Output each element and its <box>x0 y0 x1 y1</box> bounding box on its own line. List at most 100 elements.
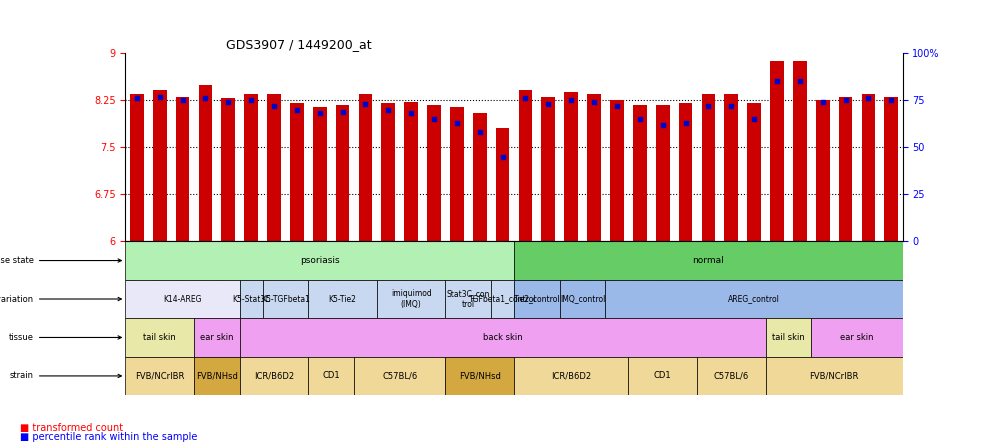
Point <box>699 103 715 110</box>
Text: imiquimod
(IMQ): imiquimod (IMQ) <box>391 289 431 309</box>
Point <box>540 100 556 107</box>
Text: strain: strain <box>10 372 121 381</box>
Bar <box>518 90 532 242</box>
Text: ICR/B6D2: ICR/B6D2 <box>254 372 294 381</box>
Bar <box>152 90 166 242</box>
FancyBboxPatch shape <box>193 357 239 395</box>
Text: genotype/variation: genotype/variation <box>0 294 121 304</box>
FancyBboxPatch shape <box>193 318 239 357</box>
Point <box>449 119 465 127</box>
FancyBboxPatch shape <box>445 280 491 318</box>
FancyBboxPatch shape <box>377 280 445 318</box>
Point <box>266 103 282 110</box>
Bar <box>746 103 761 242</box>
Point <box>769 78 785 85</box>
Text: Stat3C_con
trol: Stat3C_con trol <box>446 289 490 309</box>
FancyBboxPatch shape <box>811 318 902 357</box>
Bar <box>404 102 418 242</box>
Text: CD1: CD1 <box>653 372 670 381</box>
Text: FVB/NHsd: FVB/NHsd <box>458 372 500 381</box>
Bar <box>678 103 691 242</box>
Point <box>197 95 213 102</box>
Point <box>745 115 762 123</box>
Point <box>517 95 533 102</box>
FancyBboxPatch shape <box>627 357 696 395</box>
Point <box>312 110 328 117</box>
Bar <box>815 100 829 242</box>
FancyBboxPatch shape <box>559 280 605 318</box>
Bar <box>198 85 212 242</box>
Bar <box>861 94 875 242</box>
Text: CD1: CD1 <box>322 372 340 381</box>
Bar <box>495 128 509 242</box>
Point <box>791 78 807 85</box>
Point <box>860 95 876 102</box>
FancyBboxPatch shape <box>605 280 902 318</box>
FancyBboxPatch shape <box>696 357 765 395</box>
Bar <box>290 103 304 242</box>
Bar <box>609 100 623 242</box>
Point <box>814 99 830 106</box>
Text: IMQ_control: IMQ_control <box>559 294 605 304</box>
Point <box>585 99 601 106</box>
Text: K5-TGFbeta1: K5-TGFbeta1 <box>261 294 310 304</box>
Text: K5-Stat3C: K5-Stat3C <box>231 294 271 304</box>
Point <box>722 103 738 110</box>
FancyBboxPatch shape <box>239 280 263 318</box>
FancyBboxPatch shape <box>308 280 377 318</box>
Text: back skin: back skin <box>482 333 522 342</box>
Point <box>562 97 578 104</box>
FancyBboxPatch shape <box>125 318 193 357</box>
Text: ear skin: ear skin <box>840 333 873 342</box>
Bar <box>175 97 189 242</box>
Bar <box>723 94 737 242</box>
Bar <box>472 113 486 242</box>
Text: C57BL/6: C57BL/6 <box>712 372 748 381</box>
Text: K5-Tie2: K5-Tie2 <box>329 294 356 304</box>
Point <box>174 97 190 104</box>
Bar <box>884 97 897 242</box>
FancyBboxPatch shape <box>491 280 513 318</box>
Bar <box>130 94 143 242</box>
Bar <box>793 61 806 242</box>
Text: ICR/B6D2: ICR/B6D2 <box>550 372 590 381</box>
FancyBboxPatch shape <box>354 357 445 395</box>
Text: AREG_control: AREG_control <box>727 294 780 304</box>
Point <box>151 93 167 100</box>
Bar <box>564 92 577 242</box>
Bar <box>359 94 372 242</box>
Text: ■ transformed count: ■ transformed count <box>20 423 123 433</box>
Point <box>220 99 236 106</box>
Point <box>335 108 351 115</box>
FancyBboxPatch shape <box>239 357 308 395</box>
Point <box>403 110 419 117</box>
Point <box>357 100 373 107</box>
Text: tail skin: tail skin <box>143 333 176 342</box>
Text: psoriasis: psoriasis <box>300 256 340 265</box>
Point <box>242 97 259 104</box>
Text: K14-AREG: K14-AREG <box>163 294 201 304</box>
FancyBboxPatch shape <box>125 242 513 280</box>
Point <box>631 115 647 123</box>
Text: TGFbeta1_control: TGFbeta1_control <box>468 294 536 304</box>
Text: Tie2_control: Tie2_control <box>513 294 560 304</box>
Text: ■ percentile rank within the sample: ■ percentile rank within the sample <box>20 432 197 442</box>
Point <box>380 106 396 113</box>
Point <box>883 97 899 104</box>
Point <box>676 119 692 127</box>
Point <box>471 129 487 136</box>
Bar <box>655 105 669 242</box>
Bar <box>244 94 258 242</box>
Bar <box>586 94 600 242</box>
FancyBboxPatch shape <box>308 357 354 395</box>
FancyBboxPatch shape <box>445 357 513 395</box>
Point <box>426 115 442 123</box>
Point <box>289 106 305 113</box>
Text: normal: normal <box>691 256 723 265</box>
FancyBboxPatch shape <box>263 280 308 318</box>
FancyBboxPatch shape <box>765 318 811 357</box>
Text: C57BL/6: C57BL/6 <box>382 372 417 381</box>
Text: tail skin: tail skin <box>772 333 804 342</box>
Bar <box>838 97 852 242</box>
FancyBboxPatch shape <box>239 318 765 357</box>
